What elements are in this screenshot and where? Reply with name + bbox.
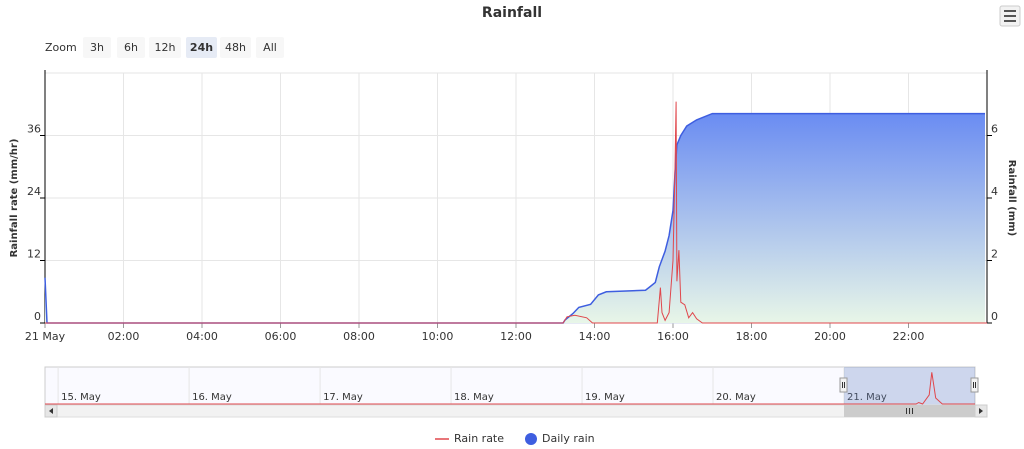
legend-label[interactable]: Rain rate xyxy=(454,432,504,445)
legend-marker[interactable] xyxy=(525,433,537,445)
x-tick-label: 08:00 xyxy=(343,330,375,343)
scrollbar-right-arrow xyxy=(979,408,983,414)
scrollbar-grip xyxy=(906,408,914,414)
zoom-label: Zoom xyxy=(45,41,77,54)
x-tick-label: 06:00 xyxy=(265,330,297,343)
y2-tick-label: 4 xyxy=(991,185,998,198)
zoom-button-label[interactable]: 24h xyxy=(190,41,213,54)
zoom-button-label[interactable]: 12h xyxy=(155,41,176,54)
x-tick-label: 12:00 xyxy=(500,330,532,343)
line xyxy=(45,101,987,324)
chart-title: Rainfall xyxy=(482,5,542,21)
navigator-handle[interactable] xyxy=(839,377,848,393)
zoom-button-label[interactable]: 48h xyxy=(225,41,246,54)
legend-label[interactable]: Daily rain xyxy=(542,432,595,445)
x-tick-label: 20:00 xyxy=(814,330,846,343)
area-fill xyxy=(45,113,986,323)
x-tick-label: 04:00 xyxy=(186,330,218,343)
x-tick-label: 10:00 xyxy=(422,330,454,343)
scrollbar-left-arrow xyxy=(49,408,53,414)
zoom-button[interactable] xyxy=(117,37,145,58)
navigator-line xyxy=(45,372,975,405)
x-tick-label: 22:00 xyxy=(893,330,925,343)
zoom-button-label[interactable]: 3h xyxy=(90,41,104,54)
navigator-handle[interactable] xyxy=(970,377,979,393)
navigator-tick-label: 20. May xyxy=(716,392,756,403)
y-axis-title: Rainfall rate (mm/hr) xyxy=(9,139,20,258)
x-tick-label: 21 May xyxy=(25,330,66,343)
navigator-background xyxy=(44,366,976,406)
zoom-button[interactable] xyxy=(83,37,111,58)
y-tick-label: 0 xyxy=(34,310,41,323)
zoom-button-label[interactable]: All xyxy=(263,41,277,54)
zoom-button[interactable] xyxy=(186,37,217,58)
navigator-tick-label: 16. May xyxy=(192,392,232,403)
x-tick-label: 02:00 xyxy=(108,330,140,343)
x-tick-label: 16:00 xyxy=(657,330,689,343)
navigator-tick-label: 19. May xyxy=(585,392,625,403)
x-tick-label: 14:00 xyxy=(579,330,611,343)
navigator-tick-label: 21. May xyxy=(847,392,887,403)
navigator-tick-label: 18. May xyxy=(454,392,494,403)
zoom-button[interactable] xyxy=(149,37,181,58)
navigator-tick-label: 17. May xyxy=(323,392,363,403)
y2-tick-label: 0 xyxy=(991,310,998,323)
y-tick-label: 12 xyxy=(27,248,41,261)
menu-button[interactable] xyxy=(999,5,1021,27)
navigator-handle-grip xyxy=(842,382,846,388)
y2-axis-title: Rainfall (mm) xyxy=(1006,160,1017,236)
navigator-tick-label: 15. May xyxy=(61,392,101,403)
x-tick-label: 18:00 xyxy=(736,330,768,343)
navigator-handle-grip xyxy=(973,382,976,388)
y-tick-label: 36 xyxy=(27,123,41,136)
zoom-button-label[interactable]: 6h xyxy=(124,41,138,54)
y2-tick-label: 2 xyxy=(991,248,998,261)
y-tick-label: 24 xyxy=(27,185,41,198)
zoom-button[interactable] xyxy=(256,37,284,58)
zoom-button[interactable] xyxy=(220,37,251,58)
y2-tick-label: 6 xyxy=(991,123,998,136)
navigator-selection[interactable] xyxy=(844,367,975,405)
menu-icon xyxy=(1004,10,1016,22)
